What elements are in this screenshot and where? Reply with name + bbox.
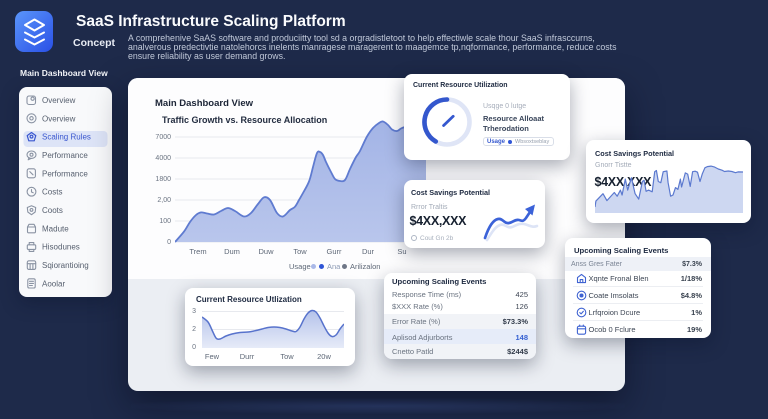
svg-text:Performance: Performance	[42, 169, 88, 178]
svg-text:Sqiorantioing: Sqiorantioing	[42, 261, 89, 270]
svg-text:Ocob 0 Fclure: Ocob 0 Fclure	[589, 325, 636, 334]
svg-text:Xqnte Fronal Blen: Xqnte Fronal Blen	[589, 274, 649, 283]
svg-text:19%: 19%	[687, 325, 702, 334]
svg-text:Coate Imsolats: Coate Imsolats	[589, 291, 639, 300]
svg-text:1/18%: 1/18%	[681, 274, 703, 283]
svg-text:Aoolar: Aoolar	[42, 279, 65, 288]
svg-text:Overview: Overview	[42, 96, 76, 105]
svg-text:$4.8%: $4.8%	[681, 291, 703, 300]
svg-text:1%: 1%	[691, 308, 702, 317]
svg-text:Coots: Coots	[42, 206, 63, 215]
svg-text:Scaling Rules: Scaling Rules	[42, 133, 91, 142]
svg-text:Lrfqroion Dcure: Lrfqroion Dcure	[589, 308, 641, 317]
svg-text:Costs: Costs	[42, 188, 62, 197]
svg-text:Overview: Overview	[42, 114, 76, 123]
svg-text:Hisodunes: Hisodunes	[42, 243, 80, 252]
svg-text:Performance: Performance	[42, 151, 88, 160]
svg-text:Madute: Madute	[42, 224, 69, 233]
